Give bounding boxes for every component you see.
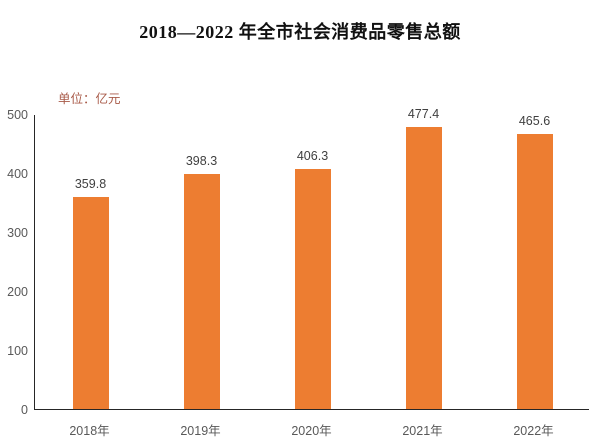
x-tick-label: 2018年	[69, 424, 110, 438]
x-tick-label: 2022年	[513, 424, 554, 438]
bar-value-label: 477.4	[407, 107, 440, 122]
bar-value-label: 398.3	[185, 154, 218, 169]
chart-title: 2018—2022 年全市社会消费品零售总额	[139, 22, 461, 42]
bar-2018年	[72, 196, 109, 409]
y-tick-label: 400	[7, 167, 28, 181]
unit-label: 单位：亿元	[58, 92, 121, 106]
y-tick-label: 0	[21, 403, 28, 417]
bar-slot: 465.6	[479, 114, 590, 409]
bar-value-label: 359.8	[74, 176, 107, 191]
x-tick-label: 2019年	[180, 424, 221, 438]
bar-slot: 406.3	[257, 115, 368, 409]
x-tick-label: 2021年	[402, 424, 443, 438]
y-tick-label: 100	[7, 344, 28, 358]
bar-slot: 359.8	[35, 115, 146, 409]
bar-slot: 398.3	[146, 115, 257, 409]
y-tick-label: 500	[7, 108, 28, 122]
plot-area: 359.8 398.3 406.3 477.4 465.6	[34, 107, 590, 410]
y-tick-label: 200	[7, 285, 28, 299]
x-tick-label: 2020年	[291, 424, 332, 438]
bar-slot: 477.4	[368, 107, 479, 409]
bar-2020年	[294, 169, 331, 409]
bar-2019年	[183, 174, 220, 409]
bar-value-label: 406.3	[296, 149, 329, 164]
bar-2022年	[516, 134, 553, 409]
y-tick-label: 300	[7, 226, 28, 240]
bar-value-label: 465.6	[518, 114, 551, 129]
bar-2021年	[405, 127, 442, 409]
